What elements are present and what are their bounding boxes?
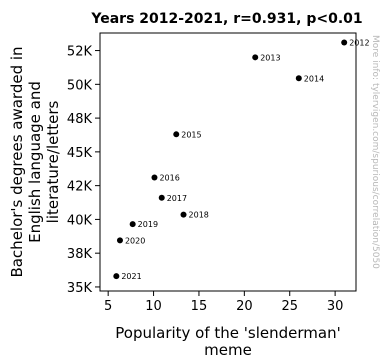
x-tick-label: 25 [281, 299, 298, 314]
chart-title: Years 2012-2021, r=0.931, p<0.01 [90, 11, 362, 27]
data-point-label: 2015 [181, 130, 201, 139]
data-point-label: 2016 [159, 174, 179, 183]
y-tick-label: 45K [67, 146, 93, 161]
data-point [252, 54, 259, 61]
x-axis: 5 10 15 20 25 30 [104, 291, 343, 314]
y-tick-label: 38K [67, 247, 93, 262]
data-point [116, 237, 123, 244]
x-tick-label: 15 [191, 299, 208, 314]
data-point-label: 2017 [167, 194, 187, 203]
data-point [180, 211, 187, 218]
data-point-label: 2018 [189, 211, 209, 220]
data-point [113, 273, 120, 280]
x-tick-label: 30 [327, 299, 344, 314]
y-axis-label-line-1: Bachelor's degrees awarded in [8, 46, 26, 277]
data-point-label: 2019 [138, 220, 158, 229]
y-axis: 35K 38K 40K 42K 45K 48K 50K 52K [67, 45, 100, 296]
data-point [341, 39, 348, 46]
watermark: More info: tylervigen.com/spurious/corre… [370, 35, 380, 269]
data-point-label: 2013 [260, 53, 280, 62]
x-tick-label: 10 [145, 299, 162, 314]
x-axis-label-line-1: Popularity of the 'slenderman' [115, 324, 340, 342]
x-axis-label-line-2: meme [204, 341, 252, 356]
y-tick-label: 40K [67, 213, 93, 228]
y-tick-label: 35K [67, 281, 93, 296]
data-point [295, 75, 302, 82]
data-point [129, 221, 136, 228]
y-tick-label: 50K [67, 78, 93, 93]
data-point-label: 2014 [304, 74, 324, 83]
y-axis-label-line-3: literature/letters [44, 100, 62, 223]
y-tick-label: 42K [67, 180, 93, 195]
data-point-label: 2012 [349, 38, 369, 47]
y-axis-label-line-2: English language and [26, 81, 44, 243]
data-point [158, 194, 165, 201]
x-tick-label: 20 [236, 299, 253, 314]
data-point-label: 2020 [125, 236, 145, 245]
y-tick-label: 52K [67, 45, 93, 60]
plot-area [99, 32, 357, 292]
y-tick-label: 48K [67, 112, 93, 127]
data-point [151, 174, 158, 181]
data-point-label: 2021 [121, 272, 141, 281]
data-point [173, 131, 180, 138]
x-tick-label: 5 [104, 299, 112, 314]
